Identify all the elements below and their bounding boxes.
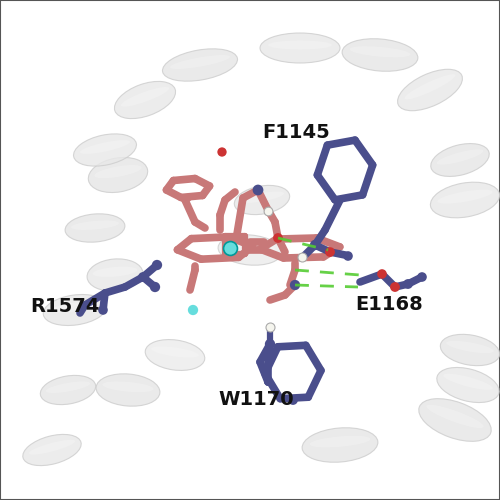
Point bbox=[378, 270, 386, 278]
Ellipse shape bbox=[350, 46, 410, 58]
Point bbox=[274, 234, 282, 242]
Text: E1168: E1168 bbox=[355, 295, 423, 314]
Point bbox=[311, 241, 319, 249]
Ellipse shape bbox=[438, 190, 492, 203]
Ellipse shape bbox=[65, 214, 125, 242]
Ellipse shape bbox=[50, 302, 100, 312]
Ellipse shape bbox=[145, 340, 205, 370]
Point bbox=[404, 280, 412, 288]
Ellipse shape bbox=[88, 158, 148, 192]
Ellipse shape bbox=[74, 134, 136, 166]
Ellipse shape bbox=[260, 33, 340, 63]
Ellipse shape bbox=[170, 55, 230, 69]
Ellipse shape bbox=[87, 259, 143, 291]
Ellipse shape bbox=[426, 405, 484, 428]
Text: W1170: W1170 bbox=[218, 390, 294, 409]
Point bbox=[218, 148, 226, 156]
Ellipse shape bbox=[302, 428, 378, 462]
Point bbox=[99, 306, 107, 314]
Point bbox=[254, 186, 262, 194]
Ellipse shape bbox=[404, 74, 456, 100]
Ellipse shape bbox=[310, 436, 370, 448]
Point bbox=[264, 207, 272, 215]
Ellipse shape bbox=[430, 182, 500, 218]
Ellipse shape bbox=[342, 38, 418, 72]
Ellipse shape bbox=[71, 220, 119, 230]
Ellipse shape bbox=[40, 376, 96, 404]
Ellipse shape bbox=[29, 440, 75, 454]
Ellipse shape bbox=[80, 140, 130, 154]
Ellipse shape bbox=[431, 144, 489, 176]
Ellipse shape bbox=[121, 87, 169, 106]
Ellipse shape bbox=[234, 186, 290, 214]
Ellipse shape bbox=[440, 334, 500, 366]
Ellipse shape bbox=[218, 235, 282, 265]
Ellipse shape bbox=[151, 346, 199, 358]
Ellipse shape bbox=[46, 382, 90, 393]
Ellipse shape bbox=[94, 165, 142, 178]
Point bbox=[418, 273, 426, 281]
Point bbox=[139, 273, 147, 281]
Ellipse shape bbox=[162, 49, 238, 81]
Point bbox=[298, 253, 306, 261]
Point bbox=[326, 248, 334, 256]
Text: R1574: R1574 bbox=[30, 297, 100, 316]
Point bbox=[291, 281, 299, 289]
Ellipse shape bbox=[437, 368, 499, 402]
Ellipse shape bbox=[398, 70, 462, 110]
Ellipse shape bbox=[240, 192, 284, 203]
Ellipse shape bbox=[437, 150, 483, 164]
Point bbox=[344, 252, 352, 260]
Point bbox=[153, 261, 161, 269]
Point bbox=[189, 306, 197, 314]
Ellipse shape bbox=[268, 40, 332, 50]
Ellipse shape bbox=[102, 382, 154, 392]
Ellipse shape bbox=[224, 242, 276, 252]
Point bbox=[266, 340, 274, 348]
Ellipse shape bbox=[443, 374, 493, 390]
Ellipse shape bbox=[114, 82, 176, 118]
Ellipse shape bbox=[419, 398, 491, 442]
Ellipse shape bbox=[446, 341, 494, 353]
Ellipse shape bbox=[43, 294, 107, 326]
Point bbox=[266, 323, 274, 331]
Ellipse shape bbox=[96, 374, 160, 406]
Ellipse shape bbox=[92, 266, 138, 277]
Point bbox=[226, 244, 234, 252]
Ellipse shape bbox=[23, 434, 81, 466]
Text: F1145: F1145 bbox=[262, 123, 330, 142]
Point bbox=[391, 283, 399, 291]
Point bbox=[151, 283, 159, 291]
Point bbox=[289, 396, 297, 404]
